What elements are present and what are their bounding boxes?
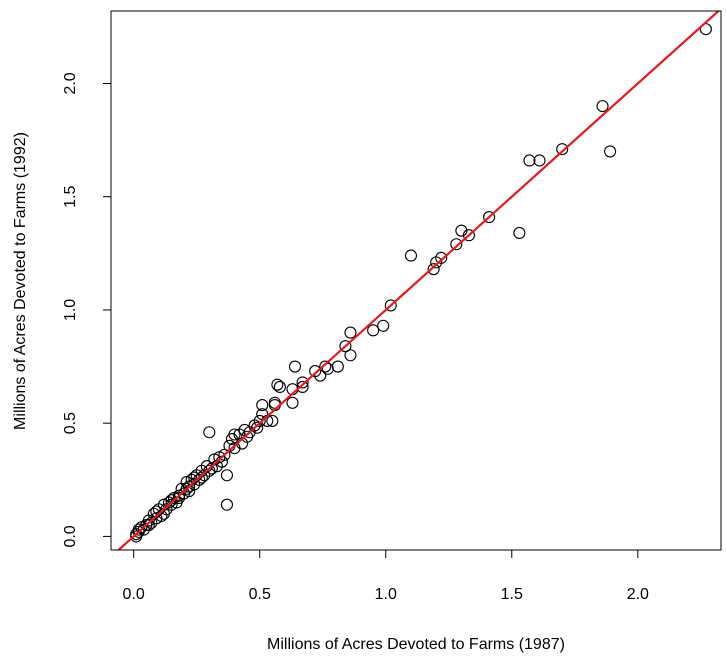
data-point (367, 324, 380, 337)
data-point (430, 256, 443, 269)
y-tick-label: 0.5 (62, 412, 79, 434)
data-point (205, 462, 218, 475)
data-point (556, 143, 569, 156)
fit-line-layer (116, 11, 721, 550)
data-point (266, 414, 279, 427)
data-point (273, 380, 286, 393)
x-axis-label: Millions of Acres Devoted to Farms (1987… (267, 636, 565, 653)
data-point (344, 326, 357, 339)
data-point (404, 249, 418, 262)
data-point (180, 482, 193, 495)
y-tick-label: 0.0 (62, 525, 79, 547)
fit-line (116, 11, 721, 550)
y-tick-label: 2.0 (62, 72, 79, 94)
y-tick-label: 1.5 (62, 185, 79, 207)
data-point (132, 523, 145, 536)
data-point (220, 498, 233, 511)
data-point (288, 360, 302, 373)
data-point (384, 299, 397, 312)
x-tick-label: 0.5 (249, 586, 271, 603)
data-point (339, 340, 352, 353)
data-point (596, 100, 609, 113)
x-tick-label: 1.0 (375, 586, 397, 603)
x-tick-label: 0.0 (123, 586, 145, 603)
data-point (533, 154, 546, 167)
data-point (377, 319, 390, 332)
data-point (309, 365, 322, 378)
y-tick-label: 1.0 (62, 299, 79, 321)
data-point (604, 145, 617, 158)
data-point (173, 491, 186, 504)
y-axis-label: Millions of Acres Devoted to Farms (1992… (12, 132, 29, 430)
data-point (427, 263, 440, 276)
x-tick-label: 1.5 (501, 586, 523, 603)
data-point (271, 378, 284, 391)
data-point (296, 376, 309, 389)
data-point (225, 432, 239, 446)
data-point (455, 224, 468, 237)
data-point (203, 426, 216, 439)
data-point (165, 494, 178, 507)
data-point (256, 399, 269, 412)
data-point (513, 226, 526, 239)
data-point (130, 530, 143, 543)
data-point (319, 360, 332, 373)
x-tick-label: 2.0 (627, 586, 649, 603)
data-point (450, 238, 463, 251)
data-point (483, 211, 496, 224)
data-point (344, 349, 357, 362)
data-point (286, 396, 299, 409)
points-layer (130, 23, 712, 543)
y-axis: 0.0 0.5 1.0 1.5 2.0 (62, 72, 112, 548)
x-axis: 0.0 0.5 1.0 1.5 2.0 (123, 549, 649, 603)
data-point (142, 519, 155, 532)
data-point (220, 469, 233, 482)
data-point (523, 154, 536, 167)
data-point (195, 471, 208, 484)
